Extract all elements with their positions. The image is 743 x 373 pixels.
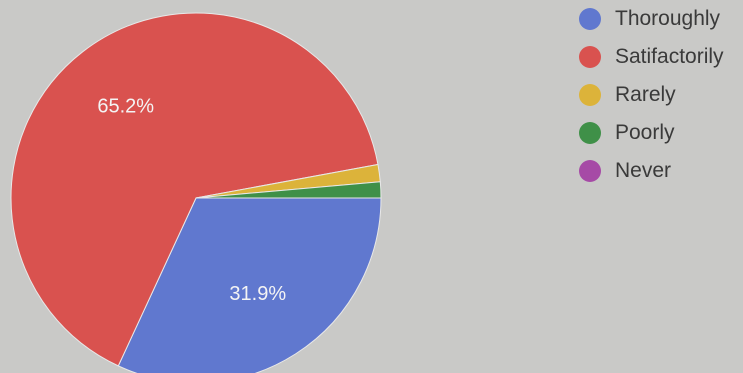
legend-swatch: [579, 122, 601, 144]
legend-item-thoroughly: Thoroughly: [579, 4, 724, 34]
legend-label: Never: [615, 159, 672, 182]
legend-label: Rarely: [615, 83, 676, 106]
legend-label: Thoroughly: [615, 7, 721, 30]
pie-slice-thoroughly: [117, 197, 382, 373]
legend-label: Poorly: [615, 121, 675, 144]
legend-item-satifactorily: Satifactorily: [579, 42, 724, 72]
pie-slice-satifactorily: [10, 12, 379, 367]
legend-swatch: [579, 8, 601, 30]
pie-slice-poorly: [195, 181, 382, 199]
legend-swatch: [579, 46, 601, 68]
legend-item-rarely: Rarely: [579, 80, 724, 110]
data-label-thoroughly: 31.9%: [229, 283, 286, 305]
legend-swatch: [579, 160, 601, 182]
legend-swatch: [579, 84, 601, 106]
legend-label: Satifactorily: [615, 45, 724, 68]
legend-item-poorly: Poorly: [579, 118, 724, 148]
data-label-satifactorily: 65.2%: [97, 96, 154, 118]
legend: Thoroughly Satifactorily Rarely Poorly Never: [579, 4, 724, 186]
legend-item-never: Never: [579, 156, 724, 186]
